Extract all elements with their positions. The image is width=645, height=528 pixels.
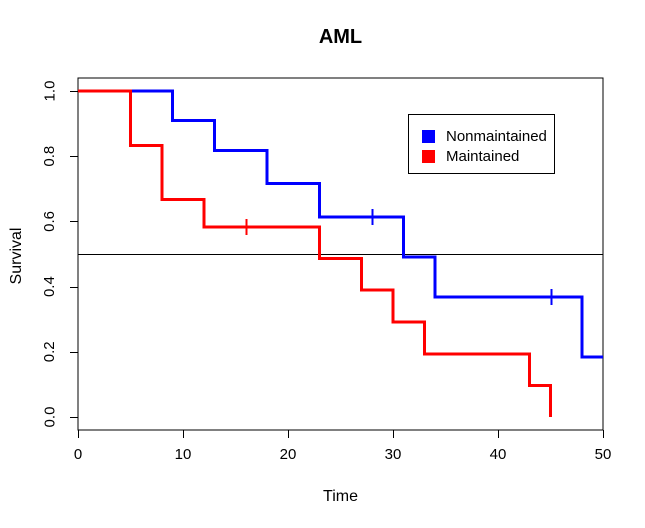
chart-title: AML xyxy=(318,26,363,48)
y-tick-label: 0.8 xyxy=(41,146,58,167)
x-tick-label: 0 xyxy=(74,446,82,463)
y-tick-label: 0.6 xyxy=(41,211,58,232)
legend-entry-nonmaintained: Nonmaintained xyxy=(422,126,554,146)
x-tick-label: 30 xyxy=(385,446,402,463)
x-tick-label: 20 xyxy=(280,446,297,463)
legend-entry-maintained: Maintained xyxy=(422,146,554,166)
y-tick-label: 1.0 xyxy=(41,81,58,102)
legend-swatch-maintained-icon xyxy=(422,149,435,163)
y-axis-title: Survival xyxy=(8,227,25,285)
legend-label-maintained: Maintained xyxy=(446,147,520,165)
legend: Nonmaintained Maintained xyxy=(408,114,555,174)
x-axis-title: Time xyxy=(323,488,358,505)
y-tick-label: 0.2 xyxy=(41,341,58,362)
survival-curve-maintained xyxy=(78,89,552,417)
legend-swatch-nonmaintained-icon xyxy=(422,129,435,143)
x-tick-label: 50 xyxy=(595,446,612,463)
legend-label-nonmaintained: Nonmaintained xyxy=(446,127,547,145)
y-tick-label: 0.0 xyxy=(41,407,58,428)
x-tick-label: 40 xyxy=(490,446,507,463)
y-tick-label: 0.4 xyxy=(41,276,58,297)
survival-curve-nonmaintained xyxy=(78,89,603,359)
x-tick-label: 10 xyxy=(175,446,192,463)
